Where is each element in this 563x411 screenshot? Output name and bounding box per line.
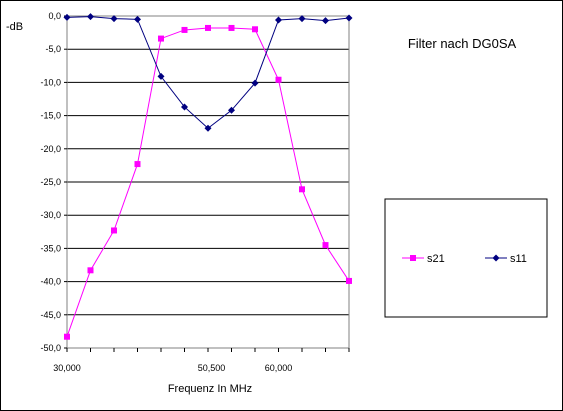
legend: s21 s11 xyxy=(384,198,548,318)
y-tick-label: -25,0 xyxy=(40,177,61,187)
y-tick-label: -5,0 xyxy=(45,44,61,54)
data-point-s11 xyxy=(204,124,212,132)
y-tick-label: -50,0 xyxy=(40,343,61,353)
data-point-s21 xyxy=(87,267,94,274)
legend-item-s11: s11 xyxy=(485,253,527,265)
data-point-s11 xyxy=(63,13,71,21)
series-s11 xyxy=(63,13,353,132)
data-point-s21 xyxy=(64,333,70,340)
data-point-s21 xyxy=(134,161,141,168)
data-point-s21 xyxy=(298,186,305,193)
series-line-s11 xyxy=(66,16,350,129)
y-tick-label: -45,0 xyxy=(40,310,61,320)
data-point-s11 xyxy=(181,103,189,111)
data-point-s11 xyxy=(86,13,94,21)
data-point-s21 xyxy=(157,35,164,42)
data-point-s21 xyxy=(275,76,282,83)
data-point-s11 xyxy=(298,15,306,23)
chart-title: Filter nach DG0SA xyxy=(408,36,517,51)
legend-label: s11 xyxy=(510,253,527,265)
data-point-s11 xyxy=(251,79,259,87)
legend-items: s21 s11 xyxy=(402,253,527,265)
data-point-s11 xyxy=(157,72,165,80)
data-point-s21 xyxy=(111,227,118,234)
data-point-s11 xyxy=(227,106,235,114)
legend-marker xyxy=(492,254,500,262)
y-tick-label: -30,0 xyxy=(40,210,61,220)
data-point-s21 xyxy=(205,24,211,31)
data-point-s11 xyxy=(110,15,118,23)
legend-item-s21: s21 xyxy=(402,253,445,265)
y-tick-label: -40,0 xyxy=(40,277,61,287)
y-tick-label: -20,0 xyxy=(40,144,61,154)
y-tick-label: -15,0 xyxy=(40,111,61,121)
y-tick-label: -35,0 xyxy=(40,243,61,253)
data-point-s11 xyxy=(275,16,282,24)
x-tick-label: 60,000 xyxy=(265,363,293,373)
grid xyxy=(67,15,349,349)
data-point-s11 xyxy=(345,14,353,22)
data-point-s21 xyxy=(181,26,188,33)
x-tick-label: 30,000 xyxy=(53,363,81,373)
x-axis-ticks: 30,000 50,500 60,000 xyxy=(53,348,350,373)
data-point-s21 xyxy=(252,26,259,33)
legend-marker xyxy=(410,255,416,261)
legend-label: s21 xyxy=(427,253,445,265)
series-s21 xyxy=(64,24,352,340)
data-point-s11 xyxy=(322,17,330,25)
data-point-s11 xyxy=(134,15,141,23)
y-tick-label: -10,0 xyxy=(40,77,61,87)
y-axis-label: -dB xyxy=(6,21,23,33)
series-layer xyxy=(63,13,353,340)
data-point-s21 xyxy=(322,242,329,249)
data-point-s21 xyxy=(346,277,352,284)
x-axis-label: Frequenz In MHz xyxy=(168,383,252,395)
y-axis-ticks: 0,0 -5,0 -10,0 -15,0 -20,0 -25,0 -30,0 -35,0 -40… xyxy=(40,11,67,353)
y-tick-label: 0,0 xyxy=(48,11,61,21)
data-point-s21 xyxy=(228,24,235,31)
x-tick-label: 50,500 xyxy=(198,363,226,373)
